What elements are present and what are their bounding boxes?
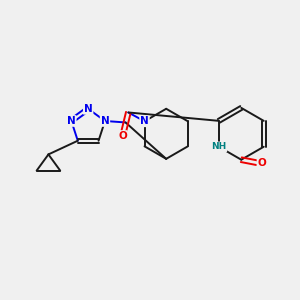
Text: N: N bbox=[140, 116, 149, 126]
Text: O: O bbox=[257, 158, 266, 168]
Text: N: N bbox=[67, 116, 76, 126]
Text: N: N bbox=[100, 116, 109, 126]
Text: O: O bbox=[118, 131, 127, 141]
Text: NH: NH bbox=[211, 142, 226, 151]
Text: N: N bbox=[84, 104, 92, 114]
